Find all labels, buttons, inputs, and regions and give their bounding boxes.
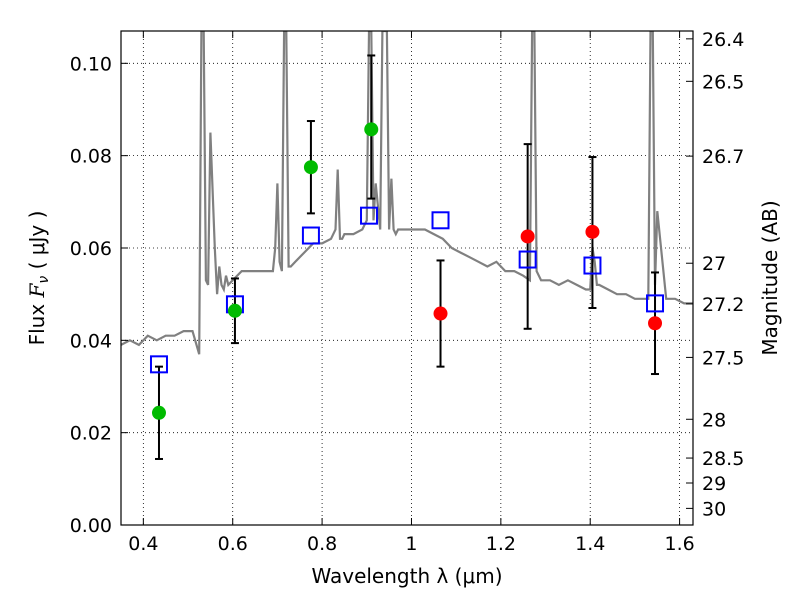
model-photometry-box — [149, 355, 168, 374]
plot-frame — [120, 30, 694, 526]
model-photometry-box — [301, 226, 320, 245]
plot-area — [121, 31, 693, 460]
right-tick-label: 30 — [702, 498, 726, 520]
detection-point-green — [303, 160, 318, 175]
detection-point-red — [520, 229, 535, 244]
y-axis-label-symbol: F — [25, 282, 49, 298]
right-axis-label: Magnitude (AB) — [758, 200, 782, 355]
model-photometry-box — [431, 211, 450, 230]
y-axis-label-text: Flux — [25, 297, 49, 345]
x-tick-label: 1.4 — [575, 533, 605, 555]
right-tick-label: 27.2 — [702, 294, 744, 316]
right-tick-label: 29 — [702, 473, 726, 495]
x-tick-label: 1.2 — [486, 533, 516, 555]
y-axis-label: Flux Fν ( μJy ) — [25, 211, 52, 346]
y-axis-label-subscript: ν — [36, 276, 52, 284]
x-tick-label: 1.6 — [664, 533, 694, 555]
detection-point-red — [585, 224, 600, 239]
y-tick-label: 0.00 — [70, 515, 112, 537]
x-tick-label: 1 — [405, 533, 417, 555]
y-tick-label: 0.06 — [70, 238, 112, 260]
x-tick-label: 0.4 — [128, 533, 158, 555]
right-tick-label: 26.4 — [702, 29, 744, 51]
x-tick-label: 0.6 — [218, 533, 248, 555]
model-photometry-box — [518, 250, 537, 269]
observed-points — [151, 122, 663, 420]
right-tick-label: 28 — [702, 409, 726, 431]
right-tick-label: 26.5 — [702, 71, 744, 93]
y-tick-label: 0.02 — [70, 423, 112, 445]
model-photometry-box — [360, 206, 379, 225]
detection-point-green — [227, 303, 242, 318]
right-tick-label: 26.7 — [702, 146, 744, 168]
x-axis-label: Wavelength λ (μm) — [311, 564, 502, 588]
right-tick-label: 27.5 — [702, 347, 744, 369]
right-tick-label: 27 — [702, 253, 726, 275]
detection-point-green — [364, 122, 379, 137]
detection-point-green — [151, 405, 166, 420]
x-tick-label: 0.8 — [307, 533, 337, 555]
axis-tick-labels: 0.4 0.6 0.8 1 1.2 1.4 1.6 0.00 0.02 0.04 0.06 0.08 0… — [70, 29, 745, 555]
model-photometry-box — [583, 256, 602, 275]
detection-point-red — [648, 316, 663, 331]
detection-point-red — [433, 306, 448, 321]
axis-ticks — [121, 31, 693, 526]
right-tick-label: 28.5 — [702, 448, 744, 470]
y-tick-label: 0.08 — [70, 146, 112, 168]
y-tick-label: 0.10 — [70, 53, 112, 75]
model-photometry-box — [646, 294, 665, 313]
y-axis-label-unit: ( μJy ) — [25, 211, 49, 276]
y-tick-label: 0.04 — [70, 330, 112, 352]
